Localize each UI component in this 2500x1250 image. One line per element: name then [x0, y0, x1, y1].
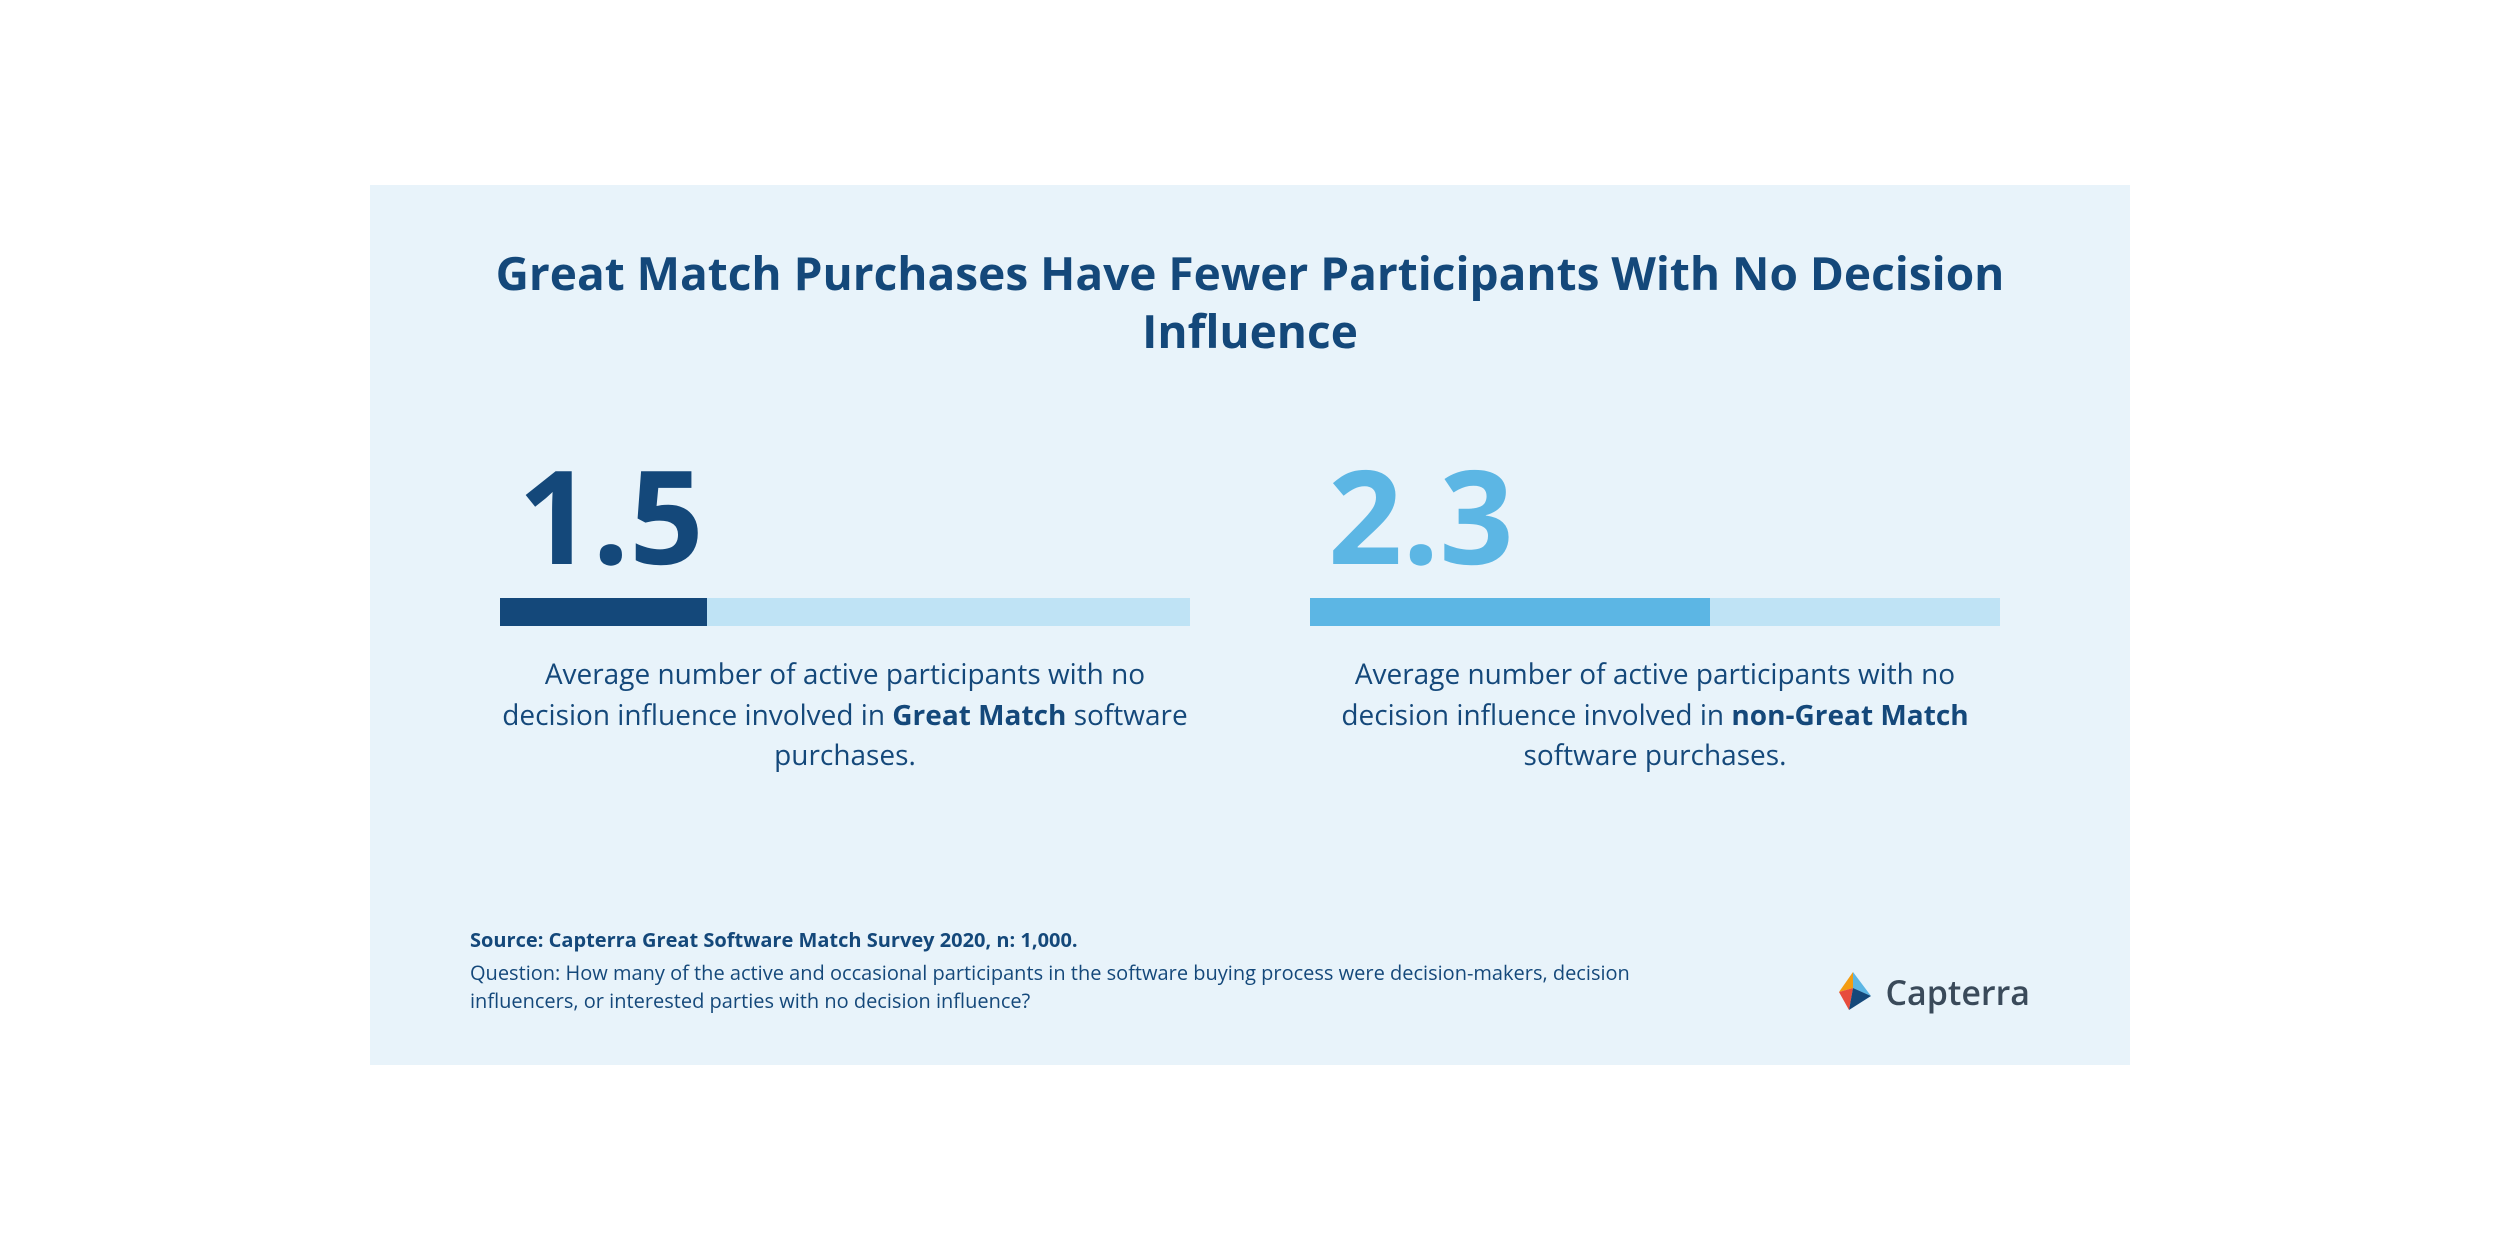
footer: Source: Capterra Great Software Match Su…	[470, 926, 2030, 1015]
bar-fill	[1310, 598, 1710, 626]
bar-track	[1310, 598, 2000, 626]
metric-value: 1.5	[500, 450, 1190, 580]
metrics-row: 1.5 Average number of active participant…	[470, 450, 2030, 776]
source-line: Source: Capterra Great Software Match Su…	[470, 926, 1670, 953]
metric-value: 2.3	[1310, 450, 2000, 580]
source-block: Source: Capterra Great Software Match Su…	[470, 926, 1670, 1015]
title: Great Match Purchases Have Fewer Partici…	[470, 245, 2030, 360]
metric-description: Average number of active participants wi…	[1310, 654, 2000, 776]
logo-text: Capterra	[1885, 969, 2030, 1015]
capterra-arrow-icon	[1831, 970, 1875, 1014]
metric-description: Average number of active participants wi…	[500, 654, 1190, 776]
desc-bold: Great Match	[892, 696, 1066, 734]
capterra-logo: Capterra	[1831, 969, 2030, 1015]
desc-bold: non-Great Match	[1731, 696, 1968, 734]
bar-track	[500, 598, 1190, 626]
infographic-card: Great Match Purchases Have Fewer Partici…	[370, 185, 2130, 1065]
desc-suffix: software purchases.	[1524, 736, 1787, 774]
metric-non-great-match: 2.3 Average number of active participant…	[1310, 450, 2000, 776]
bar-fill	[500, 598, 707, 626]
question-line: Question: How many of the active and occ…	[470, 959, 1670, 1015]
metric-great-match: 1.5 Average number of active participant…	[500, 450, 1190, 776]
